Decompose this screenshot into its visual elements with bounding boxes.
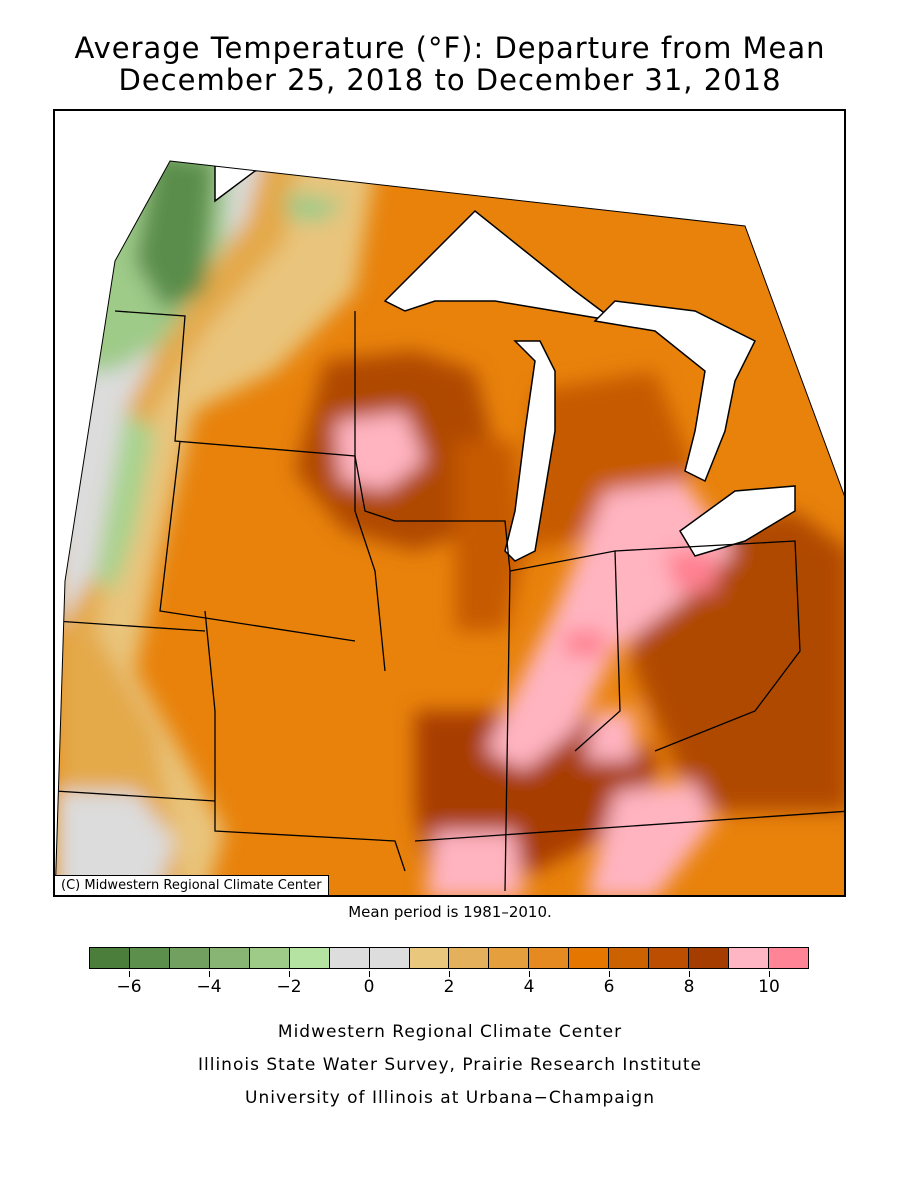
zone-indiana-hottest — [565, 631, 605, 656]
legend-swatch — [209, 948, 250, 968]
legend-swatch — [569, 948, 610, 968]
legend-swatch — [169, 948, 210, 968]
zone-north-cool — [285, 191, 345, 221]
great-lakes — [214, 161, 796, 562]
legend-swatch — [768, 948, 808, 968]
legend-tick-label: 8 — [683, 977, 695, 997]
canada-unfilled — [214, 161, 396, 203]
zone-tennessee-hot — [585, 781, 715, 895]
color-legend: −6 −4 −2 0 2 4 6 8 10 — [89, 947, 809, 997]
zone-kentucky-hot — [585, 711, 635, 761]
legend-tick — [209, 971, 210, 977]
legend-tick-label: 0 — [363, 977, 375, 997]
border-mn-wi-ia — [354, 311, 386, 672]
copyright-label: (C) Midwestern Regional Climate Center — [55, 875, 329, 895]
zone-dakota-cool — [95, 411, 155, 591]
border-ky-tn — [414, 810, 844, 842]
zone-western-cold — [135, 161, 215, 311]
border-sd-ne-ia — [159, 440, 356, 642]
zone-michigan-warm — [525, 371, 695, 551]
legend-tick-label: 4 — [523, 977, 535, 997]
legend-swatch — [409, 948, 450, 968]
border-wi-il — [395, 520, 511, 892]
legend-tick — [689, 971, 690, 977]
legend-tick — [449, 971, 450, 977]
map-frame: (C) Midwestern Regional Climate Center — [53, 109, 846, 897]
legend-tick — [289, 971, 290, 977]
legend-swatch — [489, 948, 530, 968]
credit-line-3: University of Illinois at Urbana−Champai… — [245, 1088, 655, 1108]
legend-tick-label: −6 — [116, 977, 142, 997]
legend-tick — [609, 971, 610, 977]
legend-swatch — [129, 948, 170, 968]
border-west — [55, 620, 206, 632]
legend-tick-label: 6 — [603, 977, 615, 997]
legend-tick-label: 10 — [758, 977, 780, 997]
border-in-oh — [614, 540, 801, 752]
border-southwest — [55, 790, 216, 802]
credit-line-1: Midwestern Regional Climate Center — [277, 1022, 623, 1042]
credit-line-2: Illinois State Water Survey, Prairie Res… — [198, 1055, 702, 1075]
border-nd-sd-mn — [114, 310, 396, 522]
lake-huron — [593, 300, 757, 483]
legend-tick — [369, 971, 370, 977]
legend-swatch — [609, 948, 650, 968]
map-title: Average Temperature (°F): Departure from… — [74, 31, 826, 65]
state-boundaries — [55, 310, 844, 892]
legend-swatch — [289, 948, 330, 968]
lake-superior — [383, 209, 616, 322]
legend-swatch — [90, 948, 130, 968]
zone-southern-illinois-hot — [425, 831, 525, 895]
zone-southwest-neutral — [55, 791, 175, 895]
legend-tick-label: 2 — [443, 977, 455, 997]
legend-tick — [129, 971, 130, 977]
border-il-in — [509, 550, 621, 752]
legend-tick-label: −4 — [196, 977, 222, 997]
legend-tick-label: −2 — [276, 977, 302, 997]
legend-tick — [529, 971, 530, 977]
legend-swatch — [329, 948, 370, 968]
legend-swatch — [729, 948, 769, 968]
zone-illinois-warm — [455, 441, 525, 631]
lake-michigan — [504, 340, 556, 562]
legend-swatch — [689, 948, 729, 968]
zone-ohio-hottest — [665, 551, 715, 591]
temperature-departure-map — [55, 160, 844, 895]
legend-tick — [769, 971, 770, 977]
lake-erie — [679, 485, 796, 557]
map-date-range: December 25, 2018 to December 31, 2018 — [118, 63, 782, 97]
mean-period-note: Mean period is 1981–2010. — [348, 903, 552, 921]
border-ne-ks-mo — [204, 610, 406, 872]
legend-swatch — [449, 948, 490, 968]
legend-swatch — [529, 948, 570, 968]
domain-outline — [55, 160, 844, 895]
legend-swatch — [369, 948, 410, 968]
legend-swatch — [249, 948, 290, 968]
legend-swatch — [649, 948, 690, 968]
legend-bar — [89, 947, 809, 969]
